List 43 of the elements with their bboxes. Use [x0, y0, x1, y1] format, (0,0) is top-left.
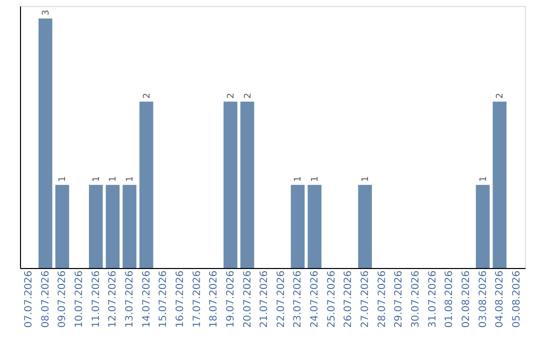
x-tick-label: 29.07.2026: [394, 270, 405, 328]
x-tick-label: 08.07.2026: [40, 270, 52, 328]
data-label: 1: [478, 176, 489, 182]
x-tick-label: 02.08.2026: [460, 270, 472, 328]
data-label: 1: [108, 176, 119, 182]
x-tick-label: 21.07.2026: [259, 270, 270, 328]
x-tick-label: 11.07.2026: [90, 270, 102, 328]
x-tick-label: 15.07.2026: [158, 270, 170, 328]
x-tick-label: 05.08.2026: [511, 270, 522, 328]
x-tick-label: 12.07.2026: [108, 270, 119, 328]
x-tick-label: 09.07.2026: [57, 270, 68, 328]
x-tick-label: 22.07.2026: [276, 270, 287, 328]
data-label: 2: [496, 92, 506, 99]
x-tick-label: 10.07.2026: [74, 270, 86, 328]
x-tick-label: 17.07.2026: [192, 270, 203, 328]
x-tick-label: 23.07.2026: [292, 270, 304, 328]
x-tick-label: 20.07.2026: [242, 270, 254, 328]
x-tick-label: 27.07.2026: [360, 270, 372, 328]
x-tick-label: 07.07.2026: [24, 270, 35, 328]
data-label: 2: [142, 92, 152, 99]
data-label: 1: [92, 176, 102, 182]
x-tick-label: 04.08.2026: [494, 270, 506, 328]
data-label: 3: [41, 10, 52, 16]
x-tick-label: 30.07.2026: [410, 270, 422, 328]
x-tick-label: 31.07.2026: [427, 270, 438, 328]
data-label: 2: [226, 92, 236, 99]
data-label: 1: [294, 176, 304, 182]
data-label: 1: [310, 176, 321, 182]
data-label: 1: [126, 176, 136, 182]
x-tick-label: 28.07.2026: [376, 270, 388, 328]
x-tick-label: 19.07.2026: [225, 270, 236, 328]
x-tick-label: 26.07.2026: [343, 270, 354, 328]
x-tick-label: 13.07.2026: [124, 270, 136, 328]
data-label: 1: [361, 176, 372, 182]
x-tick-label: 14.07.2026: [141, 270, 152, 328]
x-tick-label: 25.07.2026: [326, 270, 338, 328]
x-tick-label: 16.07.2026: [174, 270, 186, 328]
data-label: 1: [58, 176, 68, 182]
x-tick-label: 01.08.2026: [444, 270, 456, 328]
x-tick-label: 03.08.2026: [478, 270, 489, 328]
data-label: 2: [243, 92, 254, 99]
x-tick-label: 18.07.2026: [208, 270, 220, 328]
x-tick-label: 24.07.2026: [310, 270, 321, 328]
